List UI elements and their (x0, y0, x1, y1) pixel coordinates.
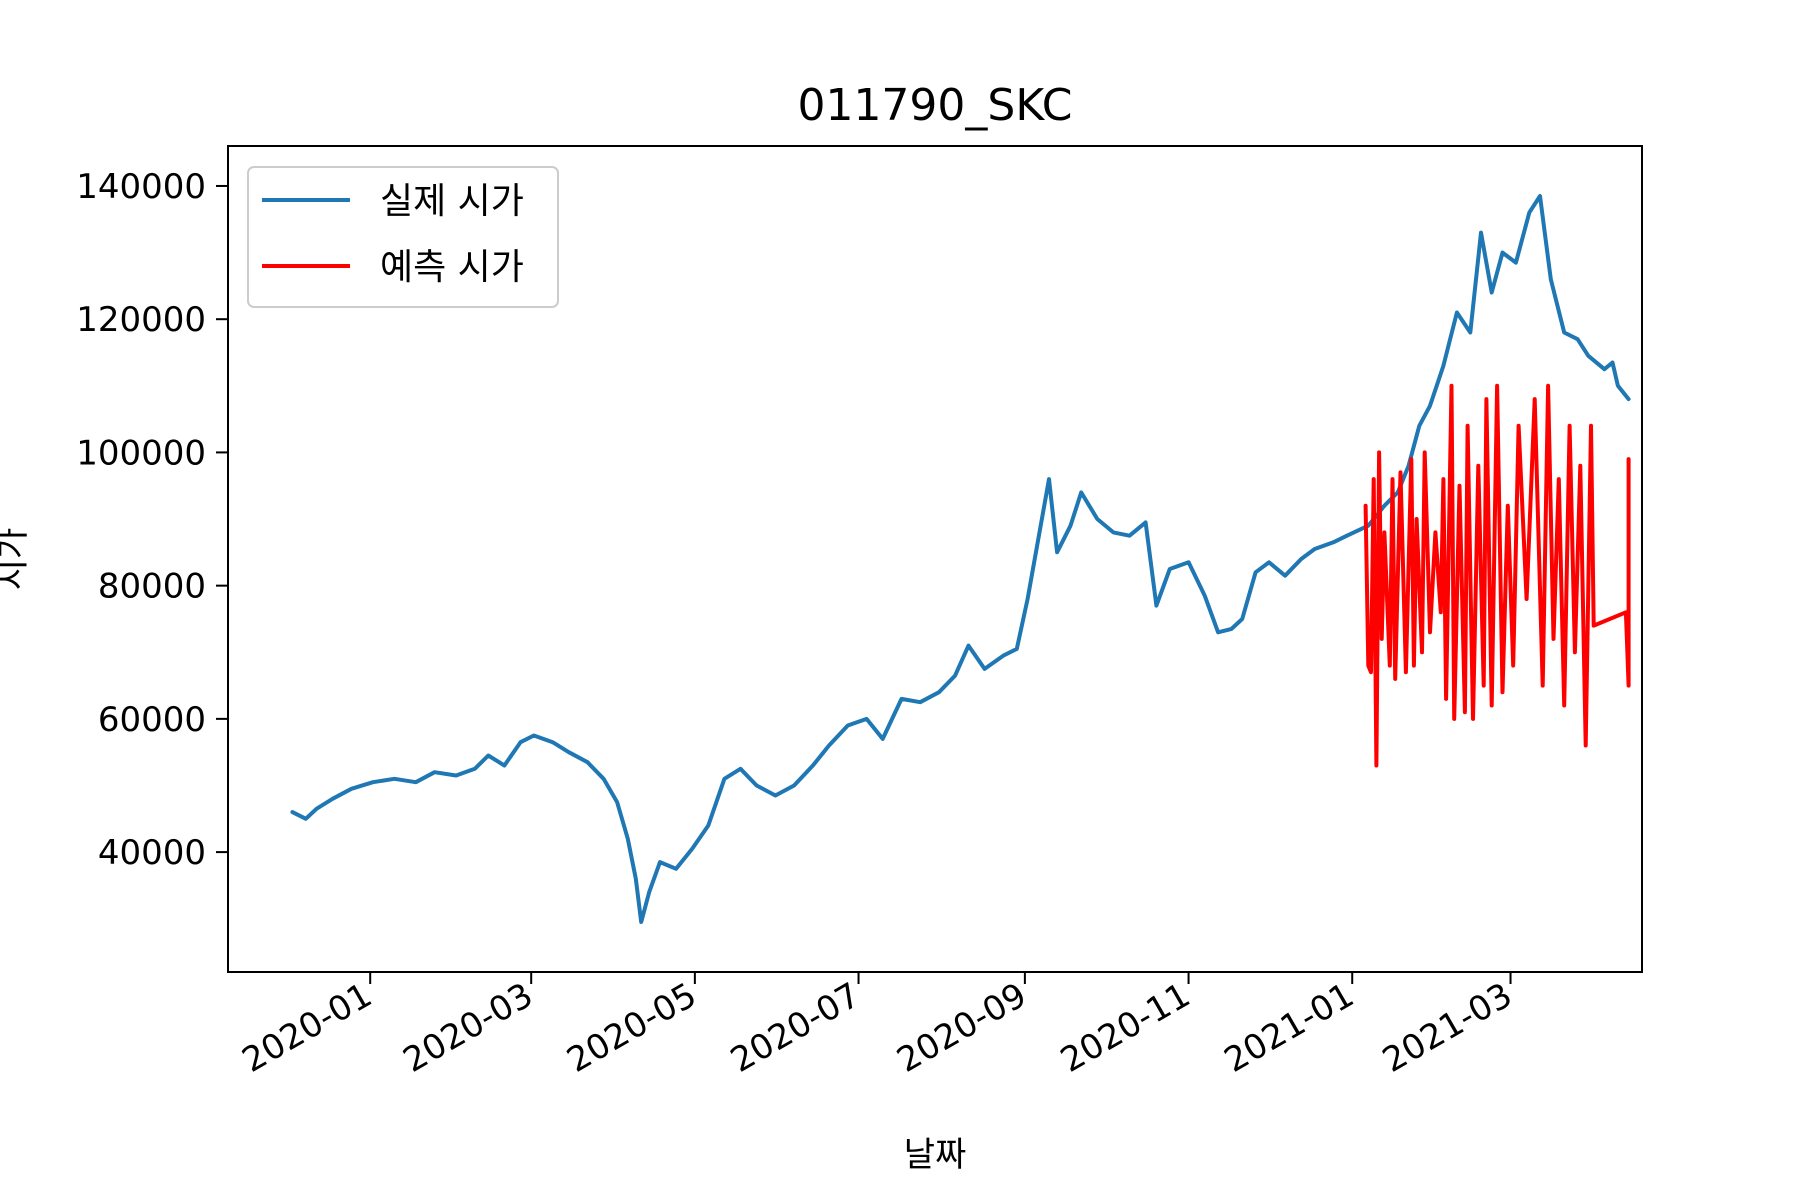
series-line-1 (290, 194, 1631, 924)
y-tick-label: 40000 (98, 833, 206, 873)
x-tick-label: 2020-07 (724, 975, 867, 1081)
y-axis-label: 시가 (0, 528, 33, 591)
y-tick-label: 120000 (76, 300, 206, 340)
y-tick-label: 80000 (98, 567, 206, 607)
x-tick-label: 2021-03 (1376, 975, 1519, 1081)
y-axis: 40000 60000 80000 100000 120000 140000 (76, 167, 228, 873)
x-tick-label: 2020-11 (1054, 975, 1197, 1081)
legend-label: 실제 시가 (380, 181, 524, 222)
plot-series (290, 194, 1631, 924)
legend-label: 예측 시가 (380, 247, 524, 288)
x-axis-label: 날짜 (904, 1135, 967, 1175)
y-tick-label: 100000 (76, 433, 206, 473)
y-tick-label: 60000 (98, 700, 206, 740)
x-tick-label: 2020-01 (236, 975, 379, 1081)
x-axis: 2020-01 2020-03 2020-05 2020-07 2020-09 2020-… (236, 972, 1519, 1081)
plot-frame (227, 145, 1643, 973)
series-line-2 (1363, 383, 1631, 768)
chart-title: 011790_SKC (797, 80, 1072, 131)
x-tick-label: 2020-05 (560, 975, 703, 1081)
y-tick-label: 140000 (76, 167, 206, 207)
x-tick-label: 2020-03 (397, 975, 540, 1081)
x-tick-label: 2020-09 (890, 975, 1033, 1081)
x-tick-label: 2021-01 (1218, 975, 1361, 1081)
